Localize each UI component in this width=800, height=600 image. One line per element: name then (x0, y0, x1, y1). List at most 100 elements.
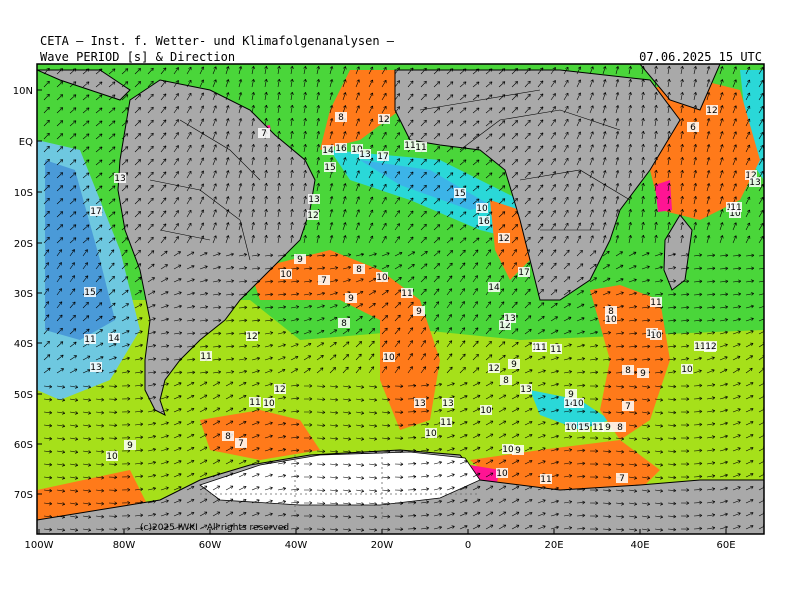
direction-arrow (264, 343, 274, 348)
direction-arrow (238, 498, 247, 504)
direction-arrow (719, 292, 729, 297)
direction-arrow (160, 357, 170, 362)
direction-arrow (303, 143, 307, 153)
direction-arrow (407, 132, 414, 140)
direction-arrow (121, 68, 129, 75)
direction-arrow (537, 329, 545, 335)
direction-arrow (173, 370, 183, 375)
direction-arrow (121, 356, 130, 361)
direction-arrow (368, 515, 378, 519)
direction-arrow (693, 78, 697, 88)
direction-arrow (693, 461, 703, 466)
direction-arrow (576, 474, 586, 479)
direction-arrow (121, 107, 129, 114)
direction-arrow (121, 211, 129, 218)
direction-arrow (498, 107, 506, 114)
direction-arrow (537, 525, 546, 530)
direction-arrow (758, 66, 764, 75)
direction-arrow (459, 81, 467, 88)
direction-arrow (641, 463, 651, 467)
direction-arrow (316, 91, 320, 101)
direction-arrow (576, 448, 586, 453)
direction-arrow (108, 410, 118, 415)
direction-arrow (745, 279, 755, 283)
direction-arrow (472, 249, 479, 257)
direction-arrow (368, 303, 376, 309)
direction-arrow (654, 234, 658, 244)
direction-arrow (56, 398, 66, 402)
direction-arrow (56, 237, 64, 244)
direction-arrow (667, 514, 677, 519)
direction-arrow (485, 133, 493, 140)
direction-arrow (719, 183, 724, 192)
direction-arrow (628, 195, 632, 205)
direction-arrow (173, 80, 179, 88)
direction-arrow (511, 185, 518, 192)
direction-arrow (706, 253, 716, 258)
direction-arrow (290, 91, 294, 101)
direction-arrow (225, 472, 234, 478)
direction-arrow (251, 104, 255, 114)
direction-arrow (563, 263, 570, 270)
direction-arrow (95, 342, 104, 348)
direction-arrow (407, 251, 416, 257)
direction-arrow (407, 461, 417, 466)
direction-arrow (732, 434, 741, 439)
direction-arrow (381, 423, 391, 428)
direction-arrow (69, 159, 77, 166)
direction-arrow (719, 279, 729, 284)
direction-arrow (654, 370, 664, 374)
direction-arrow (186, 318, 196, 322)
direction-arrow (628, 156, 632, 166)
direction-arrow (667, 475, 677, 480)
direction-arrow (498, 524, 507, 530)
direction-arrow (498, 407, 507, 413)
direction-arrow (238, 344, 248, 348)
direction-arrow (186, 196, 192, 205)
direction-arrow (550, 289, 558, 296)
direction-arrow (472, 485, 481, 491)
direction-arrow (82, 249, 88, 257)
direction-arrow (329, 278, 339, 283)
direction-arrow (394, 145, 400, 153)
direction-arrow (121, 384, 131, 388)
direction-arrow (459, 395, 468, 400)
direction-arrow (641, 156, 645, 166)
direction-arrow (264, 117, 268, 127)
direction-arrow (407, 106, 414, 114)
direction-arrow (186, 222, 192, 231)
direction-arrow (368, 170, 374, 179)
direction-arrow (238, 420, 247, 426)
direction-arrow (303, 169, 307, 179)
direction-arrow (459, 94, 467, 101)
period-value-label-bg (84, 334, 96, 344)
direction-arrow (615, 131, 620, 140)
direction-arrow (433, 172, 441, 179)
direction-arrow (199, 222, 205, 231)
direction-arrow (407, 487, 417, 492)
direction-arrow (56, 424, 66, 428)
direction-arrow (680, 208, 684, 218)
direction-arrow (524, 512, 533, 517)
direction-arrow (212, 394, 221, 400)
direction-arrow (745, 157, 751, 166)
direction-arrow (368, 290, 377, 296)
direction-arrow (498, 341, 506, 348)
direction-arrow (433, 275, 440, 283)
direction-arrow (381, 514, 391, 519)
direction-arrow (719, 434, 728, 439)
direction-arrow (303, 91, 307, 101)
direction-arrow (199, 305, 209, 309)
period-value-label: 17 (518, 268, 529, 278)
direction-arrow (277, 513, 287, 517)
direction-arrow (108, 356, 117, 361)
direction-arrow (485, 394, 494, 400)
direction-arrow (459, 473, 468, 478)
direction-arrow (186, 278, 195, 283)
direction-arrow (355, 183, 360, 192)
direction-arrow (719, 447, 728, 452)
direction-arrow (82, 301, 89, 309)
direction-arrow (95, 133, 103, 140)
direction-arrow (693, 279, 703, 284)
direction-arrow (641, 424, 651, 428)
